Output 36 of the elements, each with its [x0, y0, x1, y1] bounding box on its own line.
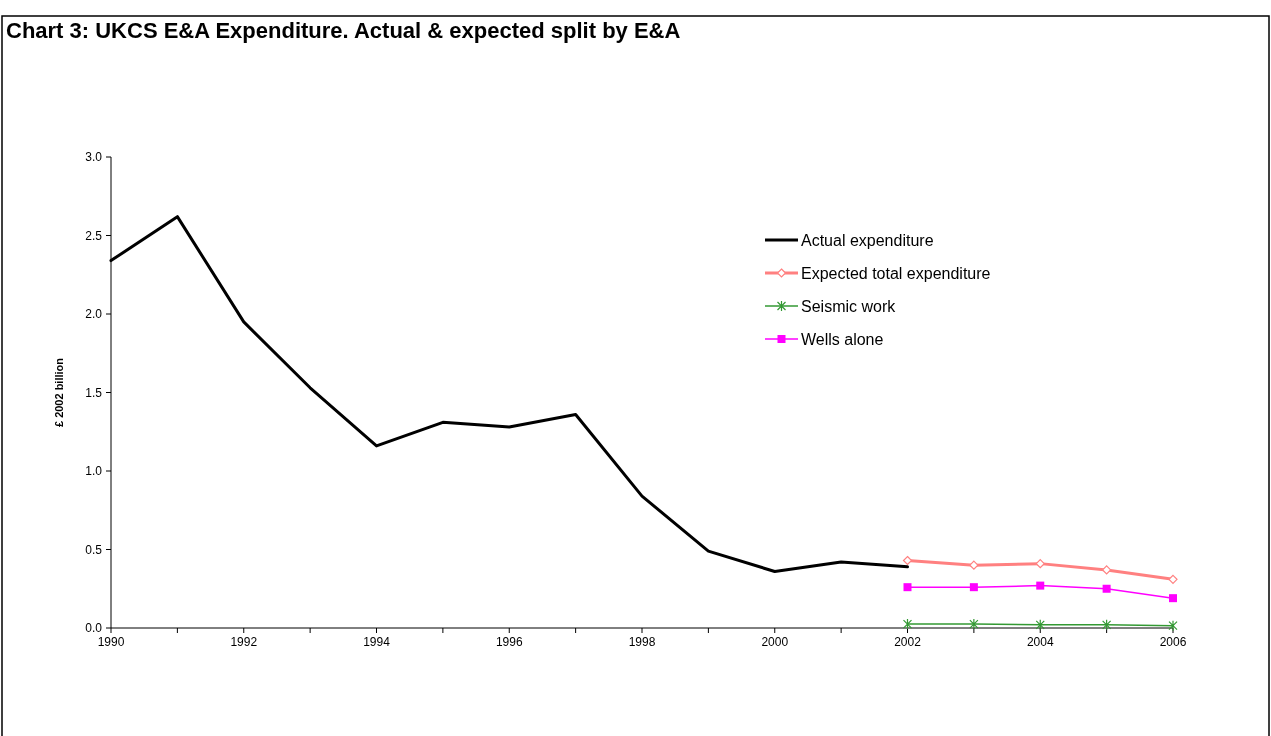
y-tick-label: 2.0 [85, 307, 103, 322]
point [1169, 594, 1177, 603]
point [1102, 565, 1112, 575]
x-tick-label: 2002 [894, 635, 922, 649]
point [1168, 620, 1178, 632]
y-tick-label: 0.0 [85, 621, 103, 636]
chart-title: Chart 3: UKCS E&A Expenditure. Actual & expected split by E&A [6, 18, 681, 43]
y-tick-label: 2.5 [85, 228, 103, 243]
x-tick-label: 1994 [363, 635, 391, 649]
y-tick-label: 0.5 [85, 542, 103, 557]
legend-label: Actual expenditure [801, 231, 934, 249]
legend-label: Expected total expenditure [801, 264, 991, 282]
legend-label: Seismic work [801, 297, 897, 315]
point [969, 618, 979, 630]
y-tick-label: 1.0 [85, 464, 103, 479]
legend-label: Wells alone [801, 330, 884, 348]
x-tick-label: 2004 [1026, 635, 1054, 649]
x-tick-label: 1990 [97, 635, 125, 649]
y-tick-label: 1.5 [85, 385, 103, 400]
x-tick-label: 2000 [761, 635, 789, 649]
point [1102, 619, 1112, 631]
point [1035, 619, 1045, 631]
point [969, 560, 979, 570]
x-tick-label: 1992 [230, 635, 258, 649]
x-tick-label: 2006 [1159, 635, 1187, 649]
point [969, 583, 978, 592]
point [1035, 559, 1045, 569]
x-tick-label: 1996 [495, 635, 523, 649]
y-tick-label: 3.0 [85, 150, 103, 165]
x-tick-label: 1998 [628, 635, 656, 649]
y-axis-title: £ 2002 billion [53, 357, 65, 428]
point [1036, 581, 1045, 590]
point [902, 618, 913, 630]
point [903, 583, 912, 592]
point [1102, 584, 1111, 593]
point [1168, 574, 1178, 584]
